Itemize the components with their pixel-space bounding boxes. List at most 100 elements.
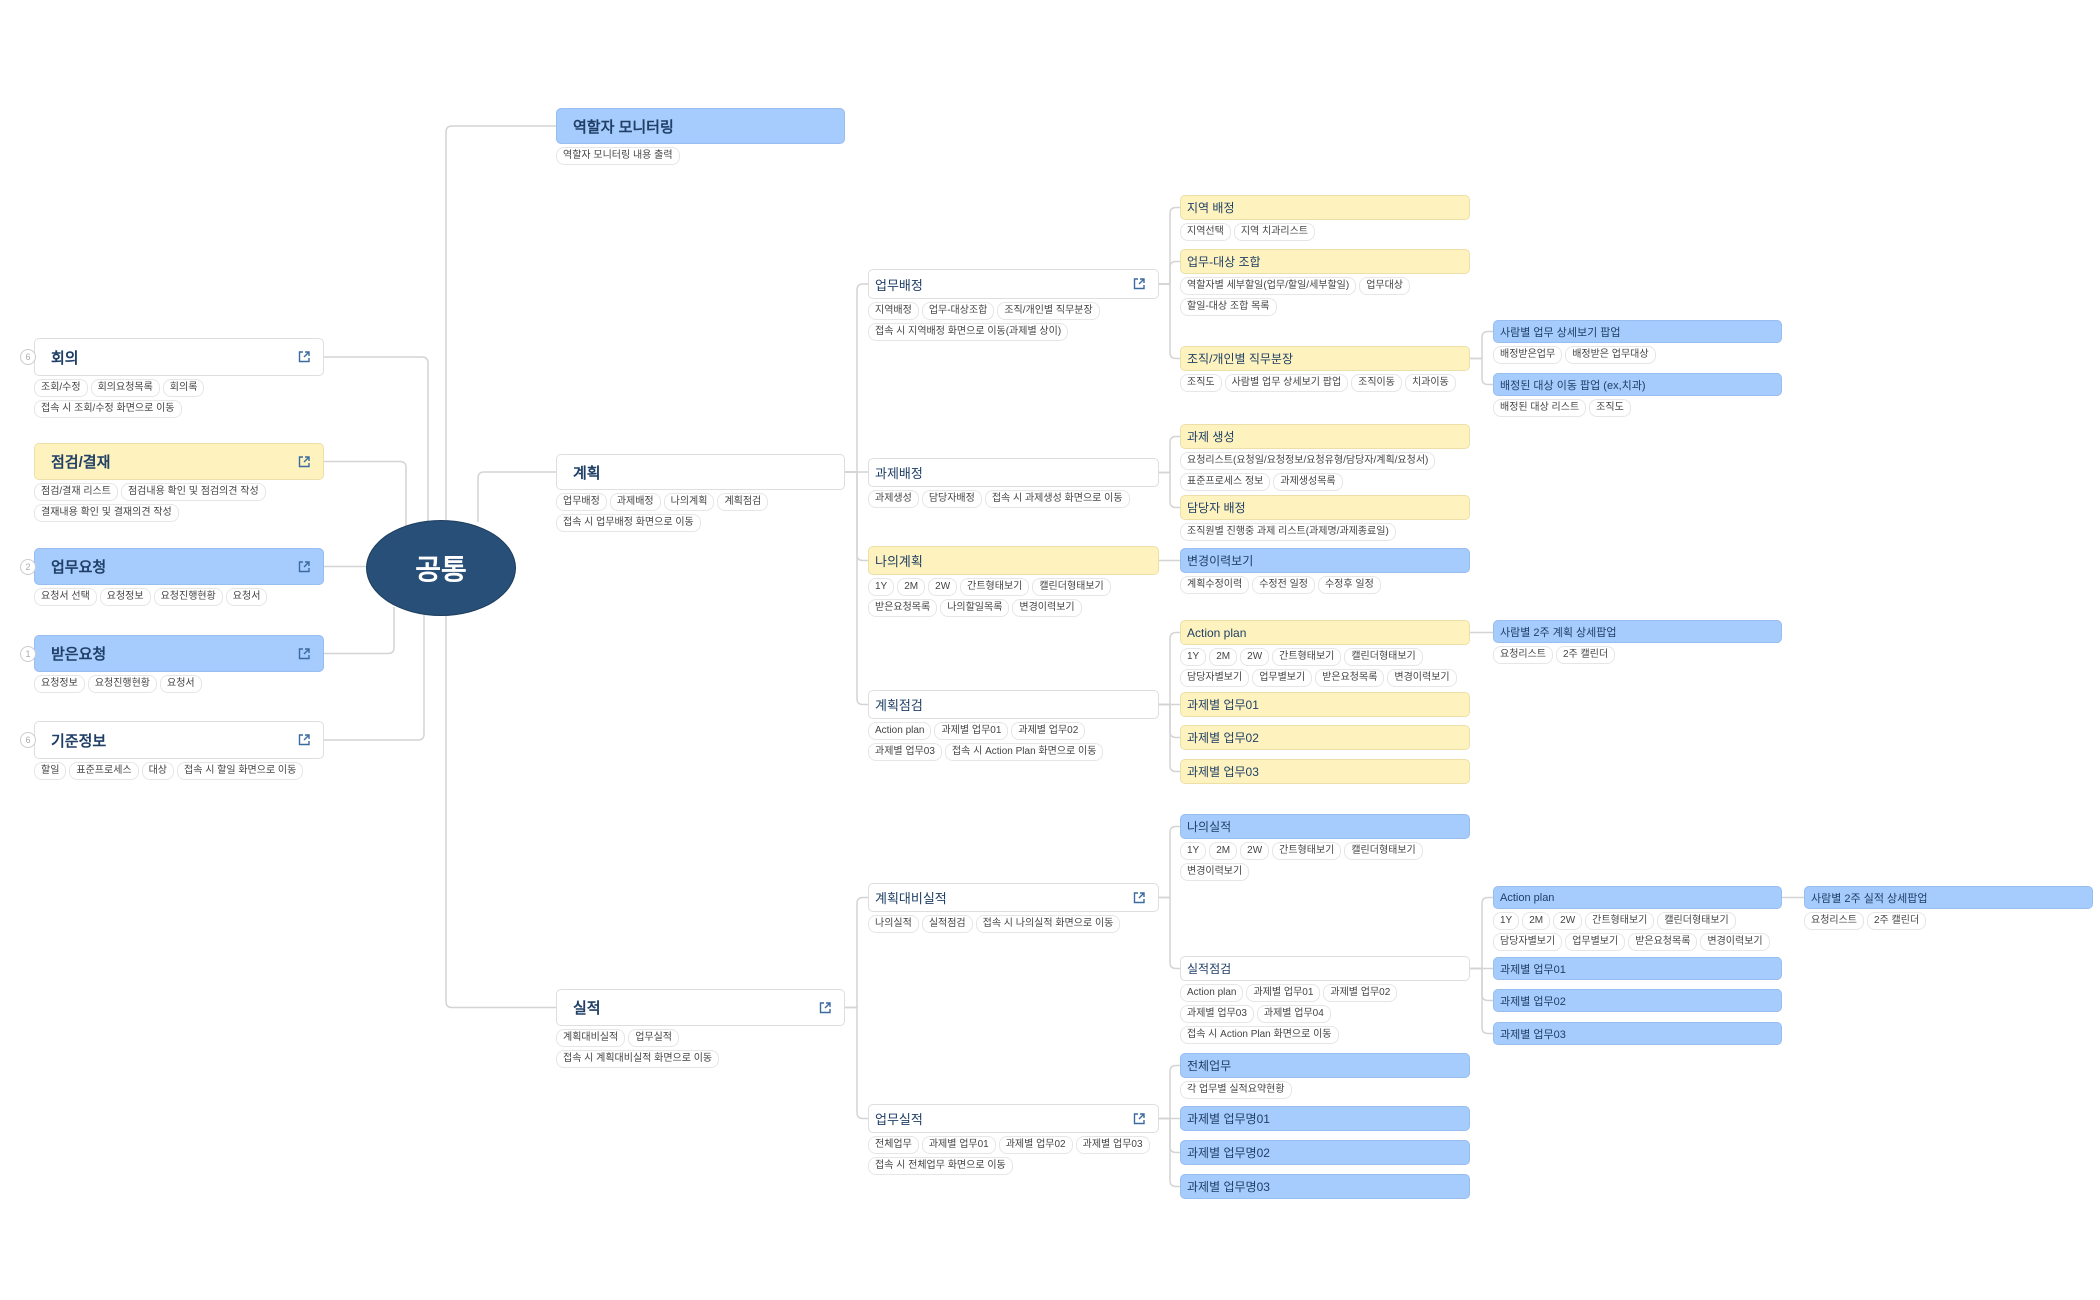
tag: 나의할일목록	[940, 599, 1010, 617]
node-movepopup[interactable]: 배정된 대상 이동 팝업 (ex,치과)	[1493, 373, 1782, 396]
tag: 1Y	[1180, 842, 1207, 860]
node-taskassign[interactable]: 과제배정	[868, 458, 1159, 487]
tag: 캘린더형태보기	[1344, 842, 1423, 860]
tag-list: 할일 표준프로세스 대상 접속 시 할일 화면으로 이동	[34, 762, 304, 780]
tag: 표준프로세스	[69, 762, 139, 780]
external-link-icon[interactable]	[818, 1001, 832, 1015]
tag: 과제별 업무02	[998, 1136, 1073, 1154]
connector-monitor	[445, 125, 556, 522]
tag: 변경이력보기	[1387, 669, 1457, 687]
tag: 나의계획	[663, 493, 715, 511]
node-taskcreate[interactable]: 과제 생성	[1180, 424, 1470, 449]
node-recvreq[interactable]: 받은요청	[34, 635, 324, 672]
tag-row: Action plan 과제별 업무01 과제별 업무02	[1180, 984, 1398, 1002]
node-combo[interactable]: 업무-대상 조합	[1180, 249, 1470, 274]
tag: 2주 캘린더	[1556, 646, 1616, 664]
node-ownerassign[interactable]: 담당자 배정	[1180, 495, 1470, 520]
tag: 대상	[141, 762, 175, 780]
tag-list: 점검/결재 리스트 점검내용 확인 및 점검의견 작성 결재내용 확인 및 결재의견…	[34, 483, 266, 522]
node-duty[interactable]: 조직/개인별 직무분장	[1180, 346, 1470, 371]
tag: 요청서 선택	[34, 588, 97, 606]
tag: 조직도	[1589, 399, 1631, 417]
tag: 회의요청목록	[90, 379, 160, 397]
external-link-icon[interactable]	[1132, 277, 1146, 291]
count-badge: 2	[20, 558, 36, 575]
tag-list: 1Y 2M 2W 간트형태보기 캘린더형태보기 받은요청목록 나의할일목록 변경이력보기	[868, 578, 1111, 617]
tag: 회의록	[162, 379, 205, 397]
connector-workperf	[845, 1006, 868, 1120]
node-ft3[interactable]: 과제별 업무03	[1493, 1022, 1782, 1045]
node-wn2[interactable]: 과제별 업무명02	[1180, 1140, 1470, 1165]
node-planvsperf[interactable]: 계획대비실적	[868, 883, 1159, 912]
tag-row: 할일 표준프로세스 대상 접속 시 할일 화면으로 이동	[34, 762, 304, 780]
tag: 조직이동	[1351, 374, 1402, 392]
tag: 변경이력보기	[1012, 599, 1082, 617]
node-workreq[interactable]: 업무요청	[34, 548, 324, 585]
node-allwork[interactable]: 전체업무	[1180, 1053, 1470, 1078]
connector-planvsperf	[845, 896, 868, 1009]
tag: 요청리스트	[1493, 646, 1553, 664]
tag-list: 역할자별 세부할일(업무/할일/세부할일) 업무대상 할일-대상 조합 목록	[1180, 277, 1411, 316]
node-pt1[interactable]: 과제별 업무01	[1180, 692, 1470, 717]
node-approval[interactable]: 점검/결재	[34, 443, 324, 480]
node-perf[interactable]: 실적	[556, 989, 845, 1026]
node-pt3[interactable]: 과제별 업무03	[1180, 759, 1470, 784]
node-wn1[interactable]: 과제별 업무명01	[1180, 1106, 1470, 1131]
node-label: 나의계획	[875, 554, 923, 569]
external-link-icon[interactable]	[297, 733, 311, 747]
external-link-icon[interactable]	[297, 560, 311, 574]
external-link-icon[interactable]	[297, 455, 311, 469]
connector-wn3	[1159, 1117, 1180, 1188]
node-pt2[interactable]: 과제별 업무02	[1180, 725, 1470, 750]
node-workperf[interactable]: 업무실적	[868, 1104, 1159, 1133]
node-actionplan[interactable]: Action plan	[1180, 620, 1470, 645]
external-link-icon[interactable]	[1132, 1112, 1146, 1126]
node-plan[interactable]: 계획	[556, 454, 845, 490]
node-assign[interactable]: 업무배정	[868, 269, 1159, 299]
tag-list: 역할자 모니터링 내용 출력	[556, 147, 680, 165]
node-meeting[interactable]: 회의	[34, 338, 324, 376]
node-label: 업무배정	[875, 277, 923, 293]
node-ft1[interactable]: 과제별 업무01	[1493, 957, 1782, 980]
node-myplan[interactable]: 나의계획	[868, 546, 1159, 575]
tag: 받은요청목록	[1315, 669, 1385, 687]
node-perfcheck[interactable]: 실적점검	[1180, 956, 1470, 981]
node-plancheck[interactable]: 계획점검	[868, 690, 1159, 719]
tag-row: 계획수정이력 수정전 일정 수정후 일정	[1180, 576, 1381, 594]
node-region[interactable]: 지역 배정	[1180, 195, 1470, 220]
node-perf2w[interactable]: 사람별 2주 실적 상세팝업	[1804, 886, 2093, 909]
tag: 실적점검	[921, 915, 973, 933]
external-link-icon[interactable]	[297, 647, 311, 661]
root-node[interactable]: 공통	[366, 520, 516, 616]
tag-row: 점검/결재 리스트 점검내용 확인 및 점검의견 작성	[34, 483, 266, 501]
tag-row: 접속 시 Action Plan 화면으로 이동	[1180, 1026, 1397, 1044]
tag-list: 1Y 2M 2W 간트형태보기 캘린더형태보기 담당자별보기 업무별보기 받은요청목록 변경이력…	[1493, 912, 1770, 951]
tag: 받은요청목록	[868, 599, 938, 617]
external-link-icon[interactable]	[297, 350, 311, 364]
node-plan2w[interactable]: 사람별 2주 계획 상세팝업	[1493, 620, 1782, 643]
tag-row: 전체업무 과제별 업무01 과제별 업무02 과제별 업무03	[868, 1136, 1150, 1154]
node-label: 변경이력보기	[1187, 554, 1254, 568]
connector-perf	[445, 612, 556, 1009]
node-label: 과제별 업무01	[1187, 698, 1259, 712]
tag: 접속 시 Action Plan 화면으로 이동	[944, 743, 1104, 761]
tag: 2M	[1209, 842, 1238, 860]
node-baseinfo[interactable]: 기준정보	[34, 721, 324, 759]
node-label: 과제별 업무01	[1500, 963, 1566, 976]
node-label: 전체업무	[1187, 1059, 1232, 1073]
node-label: 과제별 업무03	[1500, 1028, 1566, 1041]
node-history[interactable]: 변경이력보기	[1180, 548, 1470, 573]
node-wn3[interactable]: 과제별 업무명03	[1180, 1174, 1470, 1199]
external-link-icon[interactable]	[1132, 891, 1146, 905]
node-perfap[interactable]: Action plan	[1493, 886, 1782, 909]
node-myperf[interactable]: 나의실적	[1180, 814, 1470, 839]
tag: 간트형태보기	[1272, 842, 1342, 860]
tag: Action plan	[1180, 984, 1244, 1002]
node-monitor[interactable]: 역할자 모니터링	[556, 108, 845, 144]
connector-assign	[845, 283, 868, 473]
node-ft2[interactable]: 과제별 업무02	[1493, 989, 1782, 1012]
tag: 변경이력보기	[1180, 863, 1250, 881]
tag: 과제별 업무01	[934, 722, 1009, 740]
node-personpopup[interactable]: 사람별 업무 상세보기 팝업	[1493, 320, 1782, 343]
tag: 과제별 업무01	[921, 1136, 996, 1154]
